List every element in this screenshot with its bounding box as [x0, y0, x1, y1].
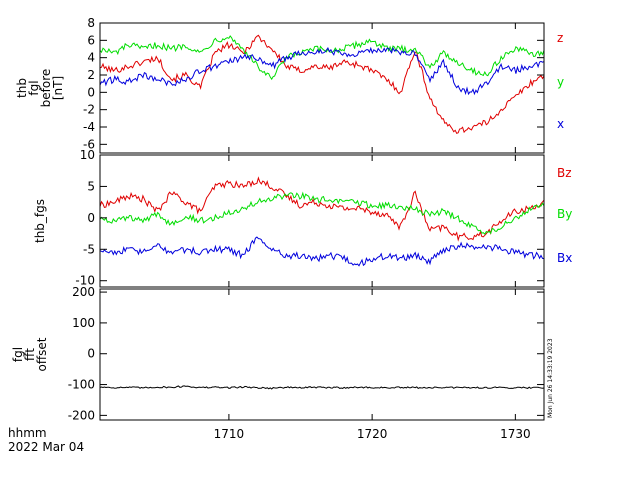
x-tick-label: 1730	[500, 427, 531, 441]
series-line-by	[100, 191, 544, 235]
y-axis-title: offset	[35, 337, 49, 371]
legend-label-by: By	[557, 207, 572, 221]
series-line-offset	[100, 385, 544, 390]
y-tick-label: 0	[87, 347, 95, 361]
x-tick-label: 1710	[214, 427, 245, 441]
series-line-y	[100, 35, 544, 81]
y-axis-title: before	[39, 69, 53, 108]
y-tick-label: -200	[68, 408, 95, 422]
y-tick-label: -5	[83, 242, 95, 256]
y-tick-label: -6	[83, 137, 95, 151]
legend-label-bx: Bx	[557, 251, 572, 265]
panel-fgs: -10 -5 0 5 10 thb_fgs Bz By Bx	[33, 148, 572, 288]
timestamp-label: Mon Jun 26 14:33:19 2023	[547, 338, 554, 418]
y-tick-label: -10	[75, 274, 95, 288]
y-tick-label: 6	[87, 33, 95, 47]
y-tick-label: 100	[72, 316, 95, 330]
legend-label-x: x	[557, 117, 564, 131]
series-line-bz	[100, 176, 544, 242]
y-tick-label: -2	[83, 103, 95, 117]
series-line-x	[100, 46, 544, 96]
series-line-bx	[100, 236, 544, 267]
y-axis-title: fgl	[27, 80, 41, 95]
panel-frame	[99, 154, 545, 288]
x-tick-label: 1720	[357, 427, 388, 441]
y-axis-title: thb	[15, 78, 29, 98]
y-tick-label: 0	[87, 85, 95, 99]
legend-label-bz: Bz	[557, 166, 572, 180]
y-tick-label: 4	[87, 51, 95, 65]
time-axis-footer-date: 2022 Mar 04	[8, 440, 84, 454]
time-axis-footer-hhmm: hhmm	[8, 426, 47, 440]
panel-frame	[99, 288, 545, 421]
y-tick-label: 10	[80, 148, 95, 162]
chart-panels: -6-4-202468thbfglbefore[nT]zyx-10-50510t…	[11, 16, 572, 441]
y-tick-label: 200	[72, 285, 95, 299]
legend-label-y: y	[557, 75, 564, 89]
y-tick-label: 0	[87, 211, 95, 225]
y-tick-label: -100	[68, 378, 95, 392]
y-tick-label: 2	[87, 68, 95, 82]
legend-label-z: z	[557, 31, 563, 45]
y-axis-title: thb_fgs	[33, 199, 47, 243]
y-tick-label: 8	[87, 16, 95, 30]
y-tick-label: -4	[83, 120, 95, 134]
y-tick-label: 5	[87, 179, 95, 193]
y-axis-title: [nT]	[51, 76, 65, 100]
x-axis-labels: 1710 1720 1730	[214, 427, 531, 441]
series-line-z	[100, 34, 544, 135]
panel-frame	[99, 22, 545, 154]
y-axis-title: fft	[23, 348, 37, 361]
y-axis-title: fgl	[11, 347, 25, 362]
